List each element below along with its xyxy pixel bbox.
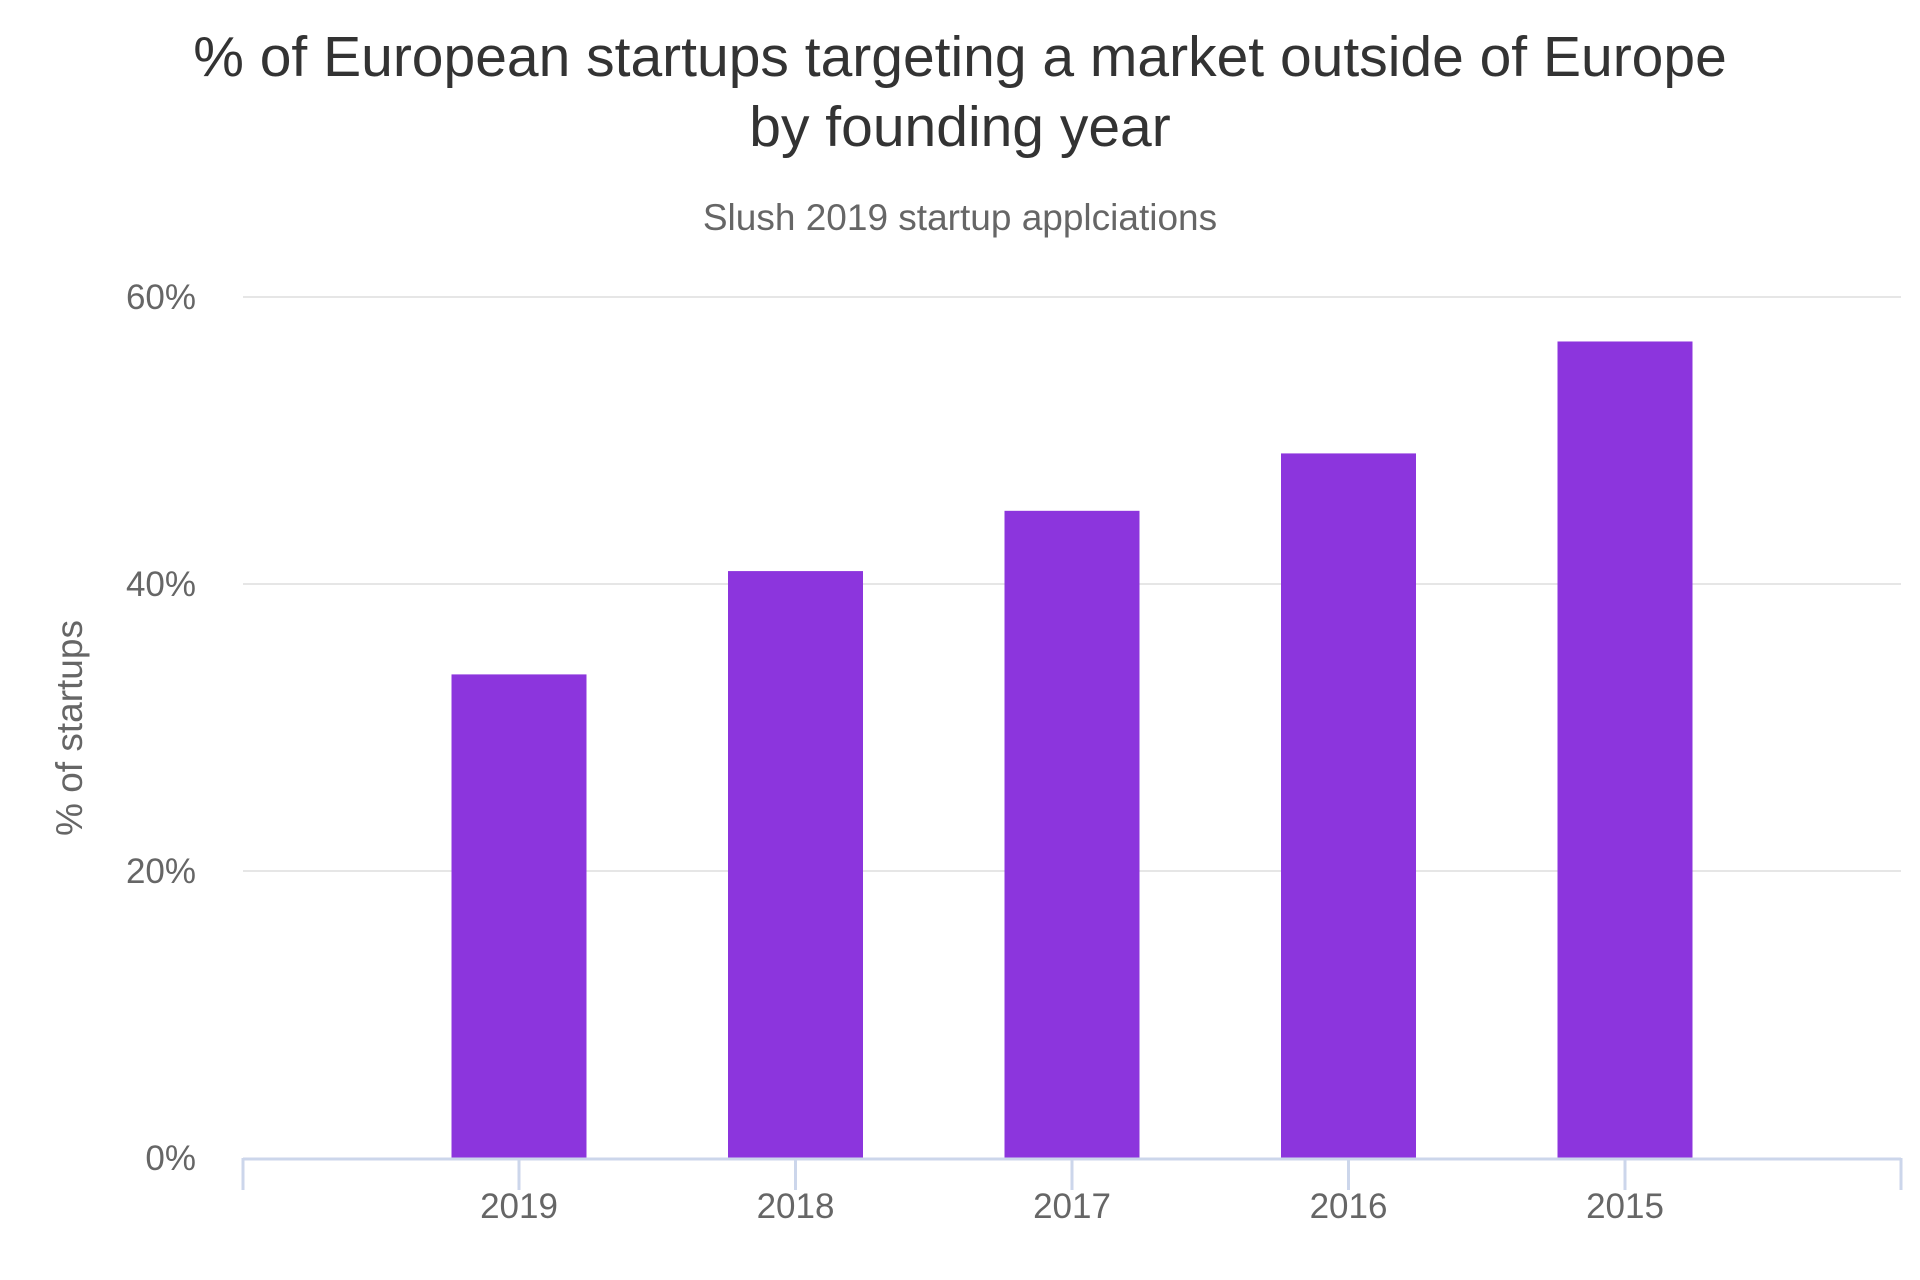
x-axis-ticks: 2019 2018 2017 2016 2015 bbox=[480, 1187, 1664, 1226]
y-tick-label: 40% bbox=[126, 565, 196, 604]
x-tick-label: 2018 bbox=[757, 1187, 835, 1226]
y-tick-label: 60% bbox=[126, 278, 196, 317]
bar-2016[interactable] bbox=[1281, 453, 1416, 1158]
y-tick-label: 20% bbox=[126, 852, 196, 891]
x-tick-label: 2015 bbox=[1586, 1187, 1664, 1226]
chart-title: % of European startups targeting a marke… bbox=[193, 25, 1727, 159]
bar-2019[interactable] bbox=[451, 674, 587, 1158]
bar-2017[interactable] bbox=[1004, 510, 1140, 1158]
x-tick-label: 2017 bbox=[1033, 1187, 1111, 1226]
y-axis-title: % of startups bbox=[49, 620, 90, 836]
y-axis-ticks: 0% 20% 40% 60% bbox=[126, 278, 196, 1178]
y-tick-label: 0% bbox=[145, 1139, 196, 1178]
x-axis bbox=[241, 1157, 1903, 1190]
bar-2018[interactable] bbox=[728, 571, 863, 1158]
x-tick-label: 2016 bbox=[1310, 1187, 1388, 1226]
bars bbox=[451, 341, 1693, 1158]
x-tick-label: 2019 bbox=[480, 1187, 558, 1226]
bar-2015[interactable] bbox=[1557, 341, 1693, 1158]
chart-subtitle: Slush 2019 startup applciations bbox=[702, 197, 1218, 238]
